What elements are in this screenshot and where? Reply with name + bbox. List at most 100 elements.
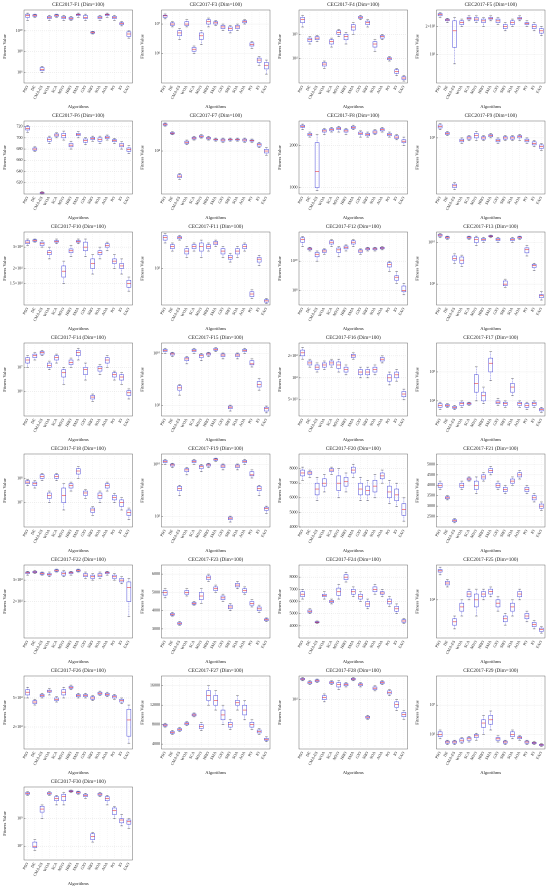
x-tick-label: IO (529, 306, 535, 312)
x-tick-label: GJO (354, 750, 362, 759)
subplot: CEC2017-F26 (Dim=100) Fitness Value Algori… (2, 667, 133, 775)
x-tick-label: MVO (194, 417, 203, 428)
y-tick-label: 10⁸ (292, 287, 298, 292)
x-tick-label: DE (442, 639, 449, 647)
x-axis-label: Algorithms (343, 437, 364, 442)
x-tick-label: SCA (50, 306, 58, 315)
x-tick-label: PSO (21, 417, 29, 426)
x-tick-label: AOA (513, 528, 522, 538)
x-tick-label: DE (442, 750, 449, 758)
x-tick-label: WOA (317, 639, 326, 650)
x-tick-label: WOA (317, 750, 326, 761)
x-tick-label: DE (305, 417, 312, 425)
box (126, 509, 132, 516)
box (437, 13, 443, 17)
x-tick-label: IO (254, 306, 260, 312)
x-tick-label: WOA (317, 306, 326, 317)
y-tick-label: 640 (17, 168, 23, 173)
x-tick-label: CMA-ES (444, 84, 456, 100)
box (503, 280, 508, 286)
x-tick-label: SOA (231, 84, 239, 94)
x-tick-label: MVO (331, 306, 340, 317)
x-tick-label: PO (247, 417, 254, 424)
x-tick-label: SMA (71, 639, 80, 649)
x-tick-label: GJO (354, 639, 362, 648)
y-tick-label: 680 (17, 146, 23, 151)
x-tick-label: PSO (21, 528, 29, 537)
x-axis-label: Algorithms (205, 326, 226, 331)
box (184, 21, 190, 26)
y-tick-label: 10⁴ (430, 597, 436, 602)
x-tick-label: SMA (484, 84, 493, 94)
x-tick-label: AOA (100, 750, 109, 760)
subplot: CEC2017-F18 (Dim=100) Fitness Value Algori… (2, 445, 133, 553)
x-tick-label: MVO (194, 528, 203, 539)
x-tick-label: CMA-ES (307, 750, 319, 766)
x-tick-label: SCA (325, 195, 333, 204)
x-tick-label: SOA (506, 84, 514, 94)
x-tick-label: PO (109, 195, 116, 202)
x-tick-label: HHO (64, 861, 73, 871)
x-tick-label: EAO (260, 306, 268, 316)
x-tick-label: IO (392, 417, 398, 423)
y-tick-label: 620 (17, 180, 23, 185)
x-axis-label: Algorithms (343, 659, 364, 664)
x-tick-label: MVO (331, 528, 340, 539)
x-tick-label: IO (117, 84, 123, 90)
x-tick-label: SHO (361, 84, 369, 94)
x-tick-label: GJO (79, 639, 87, 648)
chart-title: CEC2017-F15 (Dim=100) (188, 334, 243, 341)
x-tick-label: MVO (469, 306, 478, 317)
y-tick-label: 8000 (290, 466, 298, 471)
x-tick-label: DE (30, 639, 37, 647)
y-tick-label: 5×10³ (288, 397, 298, 402)
chart-title: CEC2017-F28 (Dim=100) (326, 667, 381, 674)
y-axis-label: Fitness Value (277, 367, 282, 392)
x-tick-label: SOA (231, 417, 239, 427)
x-tick-label: PSO (434, 639, 442, 648)
x-tick-label: IO (254, 639, 260, 645)
x-tick-label: PO (109, 528, 116, 535)
x-tick-label: WOA (454, 750, 463, 761)
x-tick-label: PO (247, 306, 254, 313)
subplot: CEC2017-F27 (Dim=100) Fitness Value Algori… (140, 667, 271, 775)
chart-title: CEC2017-F5 (Dim=100) (465, 1, 518, 8)
x-axis-label: Algorithms (343, 770, 364, 775)
x-tick-label: PO (522, 417, 529, 424)
x-tick-label: AOA (238, 306, 247, 316)
y-tick-label: 10⁴ (292, 375, 298, 380)
x-tick-label: AOA (100, 528, 109, 538)
box (162, 590, 168, 596)
y-tick-label: 10⁵ (155, 265, 161, 270)
x-tick-label: PSO (296, 639, 304, 648)
x-tick-label: HHO (339, 750, 348, 760)
box (76, 468, 81, 475)
x-tick-label: DE (167, 528, 174, 536)
y-axis-label: Fitness Value (2, 367, 7, 392)
x-tick-label: IO (529, 750, 535, 756)
x-tick-label: CMA-ES (307, 528, 319, 544)
box (300, 237, 305, 243)
y-tick-label: 4000 (427, 482, 435, 487)
y-tick-label: 3000 (427, 503, 435, 508)
x-tick-label: AOA (513, 195, 522, 205)
x-tick-label: AOA (100, 639, 109, 649)
chart-title: CEC2017-F9 (Dim=100) (465, 112, 518, 119)
box (314, 142, 320, 188)
x-tick-label: CMA-ES (169, 750, 181, 766)
x-tick-label: SMA (71, 195, 80, 205)
x-tick-label: PSO (21, 195, 29, 204)
x-tick-label: SHO (499, 306, 507, 316)
chart-title: CEC2017-F20 (Dim=100) (326, 445, 381, 452)
y-tick-label: 8000 (152, 722, 160, 727)
x-tick-label: DE (30, 84, 37, 92)
y-axis-label: Fitness Value (415, 367, 420, 392)
x-tick-label: SCA (187, 84, 195, 93)
chart-title: CEC2017-F19 (Dim=100) (188, 445, 243, 452)
x-tick-label: SHO (361, 417, 369, 427)
x-tick-label: PSO (21, 639, 29, 648)
x-tick-label: MVO (194, 195, 203, 206)
box (97, 492, 103, 499)
x-tick-label: DE (305, 84, 312, 92)
box (126, 581, 132, 602)
